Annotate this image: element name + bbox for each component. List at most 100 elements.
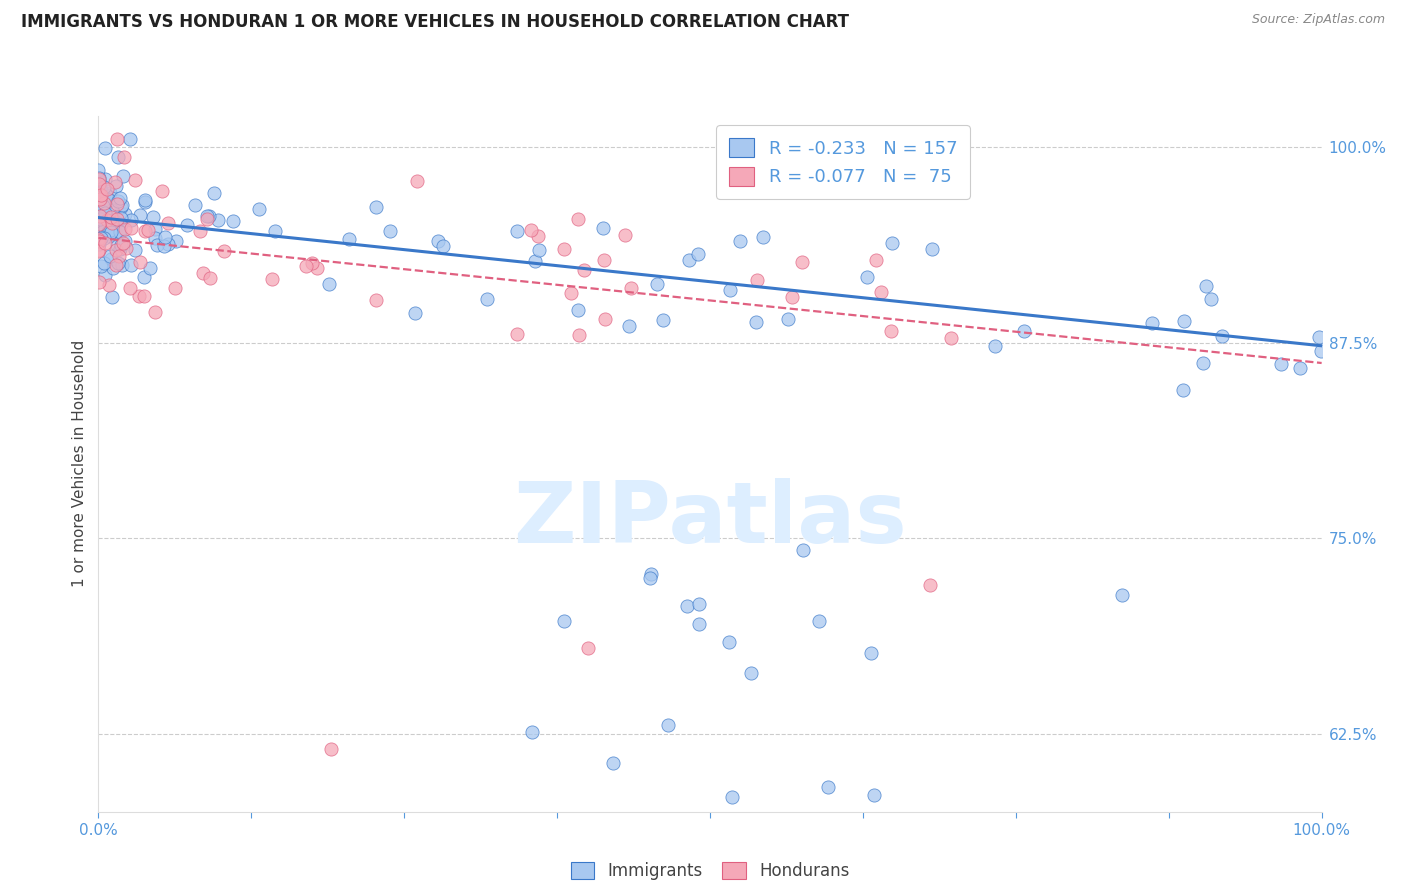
Point bbox=[105, 197, 128, 211]
Point bbox=[617, 318, 640, 333]
Point bbox=[101, 211, 124, 225]
Point bbox=[107, 151, 129, 165]
Point bbox=[96, 182, 118, 196]
Point bbox=[204, 186, 226, 200]
Point bbox=[143, 305, 166, 319]
Point bbox=[98, 250, 121, 264]
Point bbox=[792, 543, 814, 558]
Point bbox=[195, 212, 218, 227]
Point bbox=[108, 225, 131, 239]
Point bbox=[87, 196, 110, 211]
Text: Source: ZipAtlas.com: Source: ZipAtlas.com bbox=[1251, 13, 1385, 27]
Point bbox=[89, 172, 111, 186]
Point bbox=[198, 209, 221, 223]
Point bbox=[817, 780, 839, 794]
Point bbox=[1308, 330, 1330, 344]
Point bbox=[114, 207, 136, 221]
Point bbox=[112, 151, 135, 165]
Point bbox=[870, 285, 893, 299]
Point bbox=[89, 180, 111, 194]
Point bbox=[808, 614, 831, 628]
Point bbox=[527, 244, 550, 258]
Point bbox=[96, 195, 118, 210]
Point bbox=[207, 213, 229, 227]
Point bbox=[134, 193, 156, 207]
Point bbox=[647, 277, 669, 291]
Point bbox=[678, 252, 700, 267]
Point bbox=[87, 243, 110, 257]
Point bbox=[90, 225, 112, 239]
Point bbox=[337, 232, 360, 246]
Point bbox=[1012, 324, 1035, 338]
Point bbox=[921, 242, 943, 256]
Point bbox=[104, 243, 127, 257]
Point bbox=[128, 288, 150, 302]
Point bbox=[155, 230, 177, 244]
Point bbox=[89, 192, 111, 206]
Point bbox=[94, 141, 117, 155]
Point bbox=[90, 188, 112, 202]
Point bbox=[132, 289, 155, 303]
Point bbox=[91, 196, 114, 211]
Point bbox=[89, 197, 111, 211]
Point bbox=[108, 249, 131, 263]
Point bbox=[567, 303, 589, 318]
Point bbox=[111, 197, 134, 211]
Point bbox=[640, 567, 662, 582]
Point bbox=[110, 238, 132, 252]
Point bbox=[574, 263, 596, 277]
Point bbox=[1288, 361, 1310, 376]
Point bbox=[1270, 357, 1292, 371]
Point bbox=[91, 199, 114, 213]
Point bbox=[1173, 314, 1195, 328]
Point bbox=[104, 175, 127, 189]
Point bbox=[94, 227, 117, 242]
Point bbox=[553, 242, 575, 256]
Point bbox=[93, 204, 115, 219]
Point bbox=[114, 234, 136, 248]
Point bbox=[142, 210, 165, 224]
Point bbox=[120, 258, 142, 272]
Point bbox=[1111, 588, 1133, 602]
Point bbox=[790, 255, 813, 269]
Point bbox=[319, 742, 342, 756]
Point bbox=[105, 178, 128, 193]
Point bbox=[576, 640, 599, 655]
Point bbox=[87, 177, 110, 191]
Point bbox=[1310, 343, 1333, 358]
Point bbox=[553, 614, 575, 628]
Point bbox=[744, 315, 766, 329]
Point bbox=[1140, 316, 1163, 330]
Point bbox=[165, 235, 187, 249]
Point bbox=[477, 292, 499, 306]
Point bbox=[506, 326, 529, 341]
Point bbox=[100, 210, 122, 224]
Point bbox=[134, 194, 156, 209]
Point bbox=[620, 281, 643, 295]
Point bbox=[880, 324, 903, 338]
Point bbox=[638, 572, 661, 586]
Point bbox=[89, 234, 111, 248]
Point bbox=[100, 186, 122, 201]
Point bbox=[146, 237, 169, 252]
Point bbox=[1171, 383, 1194, 397]
Point bbox=[89, 191, 111, 205]
Text: ZIPatlas: ZIPatlas bbox=[513, 478, 907, 561]
Point bbox=[560, 285, 582, 300]
Point bbox=[89, 191, 111, 205]
Point bbox=[567, 211, 589, 226]
Point bbox=[87, 174, 110, 188]
Point bbox=[110, 217, 132, 231]
Point bbox=[100, 225, 122, 239]
Point bbox=[93, 206, 115, 220]
Point bbox=[863, 789, 886, 803]
Point bbox=[101, 216, 124, 230]
Point bbox=[94, 172, 117, 186]
Point bbox=[129, 208, 152, 222]
Point bbox=[108, 224, 131, 238]
Point bbox=[132, 270, 155, 285]
Point bbox=[94, 235, 117, 250]
Point bbox=[105, 212, 128, 227]
Point bbox=[91, 212, 114, 227]
Point bbox=[568, 327, 591, 342]
